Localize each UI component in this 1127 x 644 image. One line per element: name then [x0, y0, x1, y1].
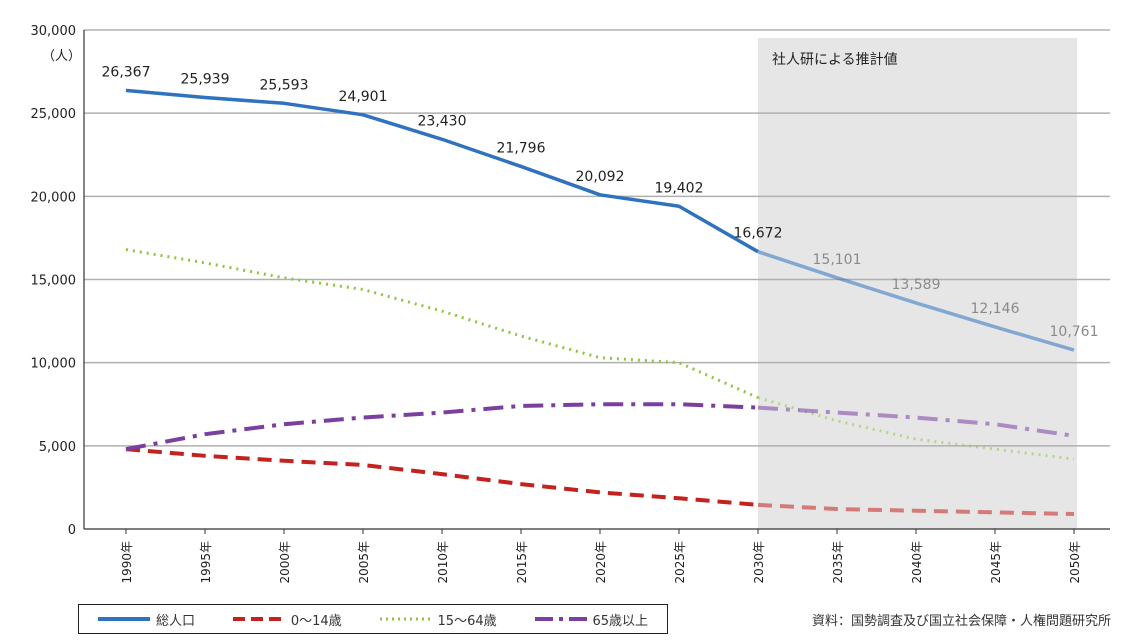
legend-swatch-0-14: [232, 617, 285, 621]
series-lines: [125, 88, 1075, 517]
data-label: 26,367: [102, 64, 151, 80]
data-label: 20,092: [576, 169, 625, 185]
x-tick-label: 2000年: [278, 541, 292, 584]
x-tick-label: 1995年: [199, 541, 213, 584]
x-tick-label: 2025年: [673, 541, 687, 584]
series-line-3: [125, 402, 759, 452]
data-labels: 26,367 25,939 25,593 24,901 23,430 21,796 20,0…: [102, 64, 1099, 340]
legend: 総人口 0～14歳 15～64歳 65歳以上: [78, 604, 668, 634]
y-tick-label: 30,000: [31, 24, 77, 39]
legend-label-0-14: 0～14歳: [290, 613, 342, 629]
series-line-projection-3: [757, 405, 1075, 438]
legend-item-total: 総人口: [97, 610, 195, 629]
data-label: 13,589: [892, 277, 941, 293]
legend-swatch-15-64: [379, 617, 432, 621]
x-tick-label: 2035年: [831, 541, 845, 584]
x-tick-label: 2030年: [752, 541, 766, 584]
data-label: 21,796: [497, 140, 546, 156]
legend-swatch-65plus: [534, 617, 587, 621]
data-label: 15,101: [813, 252, 862, 268]
legend-swatch-total: [97, 617, 150, 621]
y-unit-label: （人）: [42, 49, 81, 64]
y-axis: 0 5,000 10,000 15,000 20,000 25,000 30,000: [31, 24, 77, 538]
x-tick-label: 2045年: [989, 541, 1003, 584]
projection-shade: [758, 38, 1077, 529]
x-tick-label: 2020年: [594, 541, 608, 584]
data-label: 12,146: [971, 301, 1020, 317]
data-label: 24,901: [339, 89, 388, 105]
series-line-1: [125, 447, 759, 507]
x-tick-label: 2005年: [357, 541, 371, 584]
x-tick-label: 2040年: [910, 541, 924, 584]
data-label: 25,593: [260, 77, 309, 93]
legend-label-65plus: 65歳以上: [592, 613, 649, 629]
legend-label-15-64: 15～64歳: [437, 613, 497, 629]
x-tick-label: 1990年: [120, 541, 134, 584]
y-tick-label: 25,000: [31, 107, 77, 122]
data-label: 16,672: [734, 226, 783, 242]
x-tick-label: 2010年: [436, 541, 450, 584]
legend-item-15-64: 15～64歳: [379, 610, 497, 629]
series-line-0: [125, 88, 759, 254]
x-axis: 1990年 1995年 2000年 2005年 2010年 2015年 2020年 2025年…: [120, 529, 1082, 584]
y-tick-label: 5,000: [39, 440, 76, 455]
legend-item-0-14: 0～14歳: [232, 610, 342, 629]
series-line-projection-1: [757, 502, 1075, 517]
projection-label: 社人研による推計値: [772, 52, 898, 68]
x-tick-label: 2015年: [515, 541, 529, 584]
legend-label-total: 総人口: [155, 613, 195, 629]
chart: 社人研による推計値 0 5,000 10,000 15,000 20,000 25,000…: [31, 24, 1110, 584]
data-label: 10,761: [1050, 324, 1099, 340]
source-note: 資料：国勢調査及び国立社会保障・人権問題研究所: [811, 614, 1111, 629]
data-label: 23,430: [418, 113, 467, 129]
y-tick-label: 15,000: [31, 274, 77, 289]
y-tick-label: 0: [68, 523, 76, 538]
series-line-projection-0: [757, 250, 1075, 352]
x-tick-label: 2050年: [1068, 541, 1082, 584]
data-label: 25,939: [181, 72, 230, 88]
y-tick-label: 10,000: [31, 357, 77, 372]
y-tick-label: 20,000: [31, 190, 77, 205]
legend-item-65plus: 65歳以上: [534, 610, 649, 629]
grid: [83, 29, 1110, 530]
data-label: 19,402: [655, 180, 704, 196]
series-line-2: [125, 248, 759, 399]
